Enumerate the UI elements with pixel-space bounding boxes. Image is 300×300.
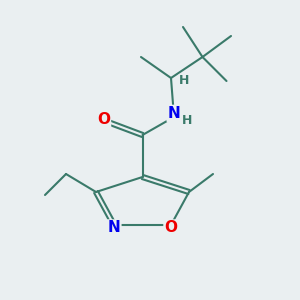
Text: H: H xyxy=(179,74,190,88)
Text: O: O xyxy=(97,112,110,128)
Text: H: H xyxy=(182,113,192,127)
Text: O: O xyxy=(164,220,178,236)
Text: N: N xyxy=(108,220,120,236)
Text: N: N xyxy=(168,106,180,121)
